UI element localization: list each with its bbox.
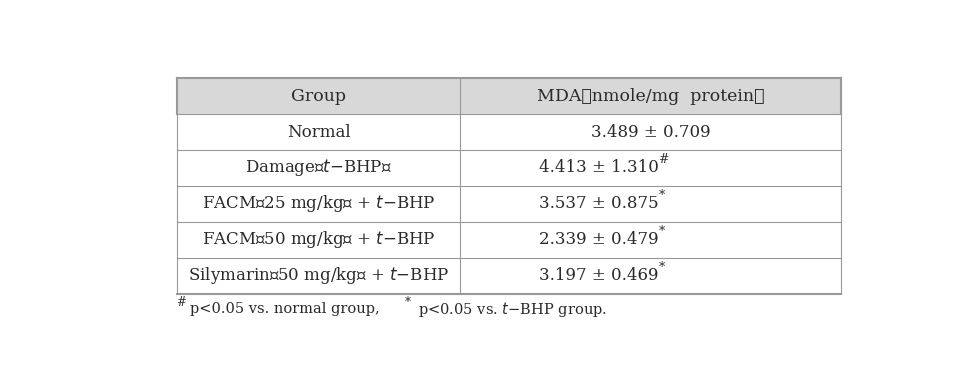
Text: 3.197 ± 0.469: 3.197 ± 0.469 bbox=[539, 267, 658, 284]
Text: *: * bbox=[658, 190, 664, 202]
Text: *: * bbox=[658, 225, 664, 238]
Text: 4.413 ± 1.310: 4.413 ± 1.310 bbox=[539, 159, 658, 176]
Text: p<0.05 vs. normal group,: p<0.05 vs. normal group, bbox=[190, 302, 380, 316]
Text: #: # bbox=[176, 296, 186, 308]
Text: *: * bbox=[658, 261, 664, 274]
Text: Silymarin（50 mg/kg） + $t$−BHP: Silymarin（50 mg/kg） + $t$−BHP bbox=[188, 265, 449, 286]
Text: Damage（$t$−BHP）: Damage（$t$−BHP） bbox=[245, 158, 391, 178]
Text: 3.537 ± 0.875: 3.537 ± 0.875 bbox=[539, 195, 658, 212]
Text: #: # bbox=[658, 153, 669, 166]
Text: 3.489 ± 0.709: 3.489 ± 0.709 bbox=[591, 124, 710, 141]
Text: 2.339 ± 0.479: 2.339 ± 0.479 bbox=[539, 231, 658, 248]
Text: FACM（25 mg/kg） + $t$−BHP: FACM（25 mg/kg） + $t$−BHP bbox=[201, 193, 435, 214]
Text: MDA（nmole/mg  protein）: MDA（nmole/mg protein） bbox=[537, 88, 764, 105]
Text: p<0.05 vs. $t$−BHP group.: p<0.05 vs. $t$−BHP group. bbox=[417, 300, 607, 319]
Text: Group: Group bbox=[291, 88, 346, 105]
Text: *: * bbox=[405, 296, 411, 308]
Text: FACM（50 mg/kg） + $t$−BHP: FACM（50 mg/kg） + $t$−BHP bbox=[201, 229, 435, 250]
Text: Normal: Normal bbox=[286, 124, 350, 141]
